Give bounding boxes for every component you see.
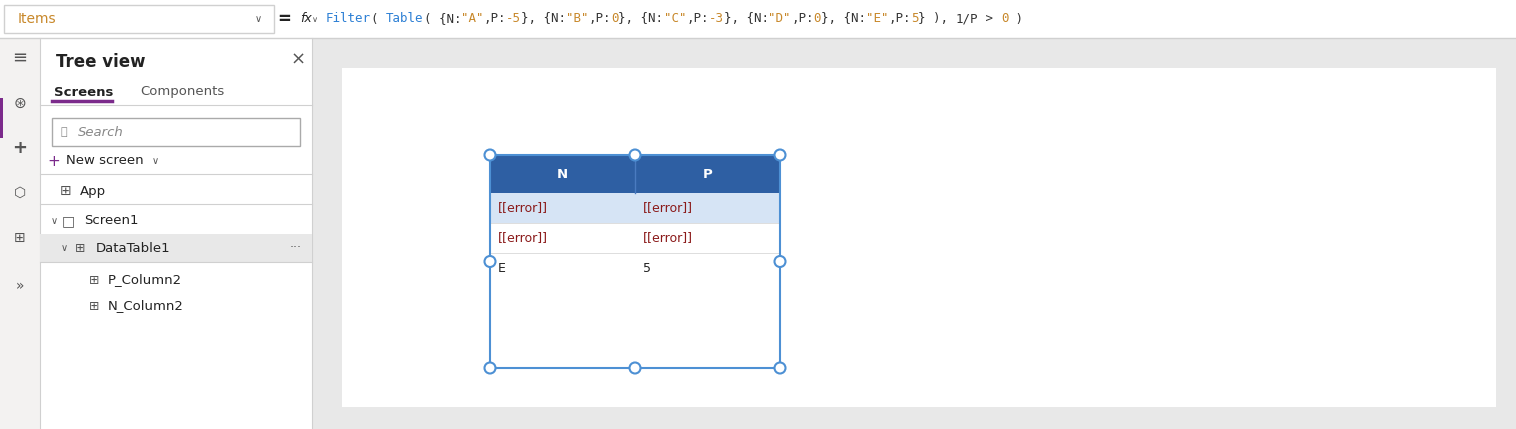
Text: 🔍: 🔍 (61, 127, 67, 137)
Text: ,P:: ,P: (687, 12, 708, 25)
Text: ,P:: ,P: (588, 12, 611, 25)
Text: }, {N:: }, {N: (619, 12, 664, 25)
Text: ≡: ≡ (12, 49, 27, 67)
Text: } ),: } ), (919, 12, 957, 25)
Text: ∨: ∨ (152, 156, 159, 166)
Text: P_Column2: P_Column2 (108, 274, 182, 287)
Text: Search: Search (77, 126, 124, 139)
Text: ,P:: ,P: (888, 12, 911, 25)
Text: ⊞: ⊞ (14, 231, 26, 245)
Circle shape (629, 363, 640, 374)
Text: =: = (277, 10, 291, 28)
Text: >: > (978, 12, 1001, 25)
Text: ⊞: ⊞ (74, 242, 85, 254)
Text: DataTable1: DataTable1 (96, 242, 171, 254)
Text: E: E (497, 262, 506, 275)
Text: }, {N:: }, {N: (822, 12, 866, 25)
Text: N_Column2: N_Column2 (108, 299, 183, 312)
Text: Items: Items (18, 12, 56, 26)
Circle shape (485, 256, 496, 267)
Bar (0, 0, 1516, 38)
Text: [[error]]: [[error]] (497, 232, 547, 245)
Circle shape (775, 256, 785, 267)
Text: ⊞: ⊞ (89, 299, 99, 312)
Text: Screens: Screens (55, 85, 114, 99)
Text: New screen: New screen (67, 154, 144, 167)
Bar (343, 68, 1496, 407)
Text: (: ( (371, 12, 387, 25)
Text: [[error]]: [[error]] (643, 232, 693, 245)
Bar (490, 193, 781, 223)
Text: [[error]]: [[error]] (497, 202, 547, 214)
Text: Filter: Filter (326, 12, 371, 25)
Text: N: N (556, 167, 568, 181)
Circle shape (485, 149, 496, 160)
Text: ⬡: ⬡ (14, 186, 26, 200)
Text: }, {N:: }, {N: (723, 12, 769, 25)
Text: -3: -3 (708, 12, 723, 25)
Text: +: + (47, 154, 61, 169)
Text: App: App (80, 184, 106, 197)
Text: Screen1: Screen1 (83, 214, 138, 227)
Bar (490, 155, 781, 193)
Bar (39, 38, 312, 429)
Circle shape (485, 363, 496, 374)
Text: ): ) (1008, 12, 1023, 25)
Text: ∨: ∨ (61, 243, 68, 253)
Bar (312, 38, 1516, 429)
Text: 0: 0 (611, 12, 619, 25)
Bar (490, 155, 781, 368)
Text: ⊛: ⊛ (14, 96, 26, 111)
Text: ⊞: ⊞ (89, 274, 99, 287)
Circle shape (629, 149, 640, 160)
Circle shape (775, 363, 785, 374)
Text: ∨: ∨ (312, 15, 318, 24)
Text: ,P:: ,P: (791, 12, 814, 25)
Bar (0, 38, 39, 429)
Text: ⊞: ⊞ (61, 184, 71, 198)
Text: 0: 0 (1001, 12, 1008, 25)
Bar (0, 98, 3, 138)
Text: □: □ (62, 214, 74, 228)
Text: 5: 5 (643, 262, 650, 275)
Text: Components: Components (139, 85, 224, 99)
Text: ···: ··· (290, 242, 302, 254)
Text: 0: 0 (814, 12, 822, 25)
Text: Tree view: Tree view (56, 53, 146, 71)
Text: Table: Table (387, 12, 423, 25)
Text: ×: × (291, 51, 306, 69)
Text: "B": "B" (565, 12, 588, 25)
Bar (490, 223, 781, 253)
Text: 1/P: 1/P (957, 12, 978, 25)
Text: fx: fx (300, 12, 312, 24)
Text: 5: 5 (911, 12, 919, 25)
Text: ,P:: ,P: (484, 12, 506, 25)
Text: P: P (702, 167, 713, 181)
Text: "A": "A" (461, 12, 484, 25)
Text: »: » (15, 279, 24, 293)
Text: ∨: ∨ (255, 14, 262, 24)
Circle shape (775, 149, 785, 160)
Bar (39, 234, 312, 262)
Text: -5: -5 (506, 12, 522, 25)
Text: "D": "D" (769, 12, 791, 25)
Text: "C": "C" (664, 12, 687, 25)
Text: [[error]]: [[error]] (643, 202, 693, 214)
Bar (5, 5, 274, 33)
Bar (52, 118, 300, 146)
Text: "E": "E" (866, 12, 888, 25)
Text: }, {N:: }, {N: (522, 12, 565, 25)
Text: +: + (12, 139, 27, 157)
Text: ( {N:: ( {N: (423, 12, 461, 25)
Text: ∨: ∨ (50, 216, 58, 226)
